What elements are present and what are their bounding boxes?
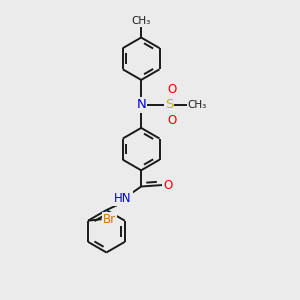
Text: O: O [167, 83, 177, 96]
Text: O: O [163, 178, 172, 191]
Text: N: N [136, 98, 146, 111]
Text: CH₃: CH₃ [188, 100, 207, 110]
Text: O: O [167, 114, 177, 127]
Text: HN: HN [114, 192, 132, 206]
Text: CH₃: CH₃ [131, 16, 151, 26]
Text: S: S [165, 98, 173, 111]
Text: Br: Br [103, 213, 116, 226]
